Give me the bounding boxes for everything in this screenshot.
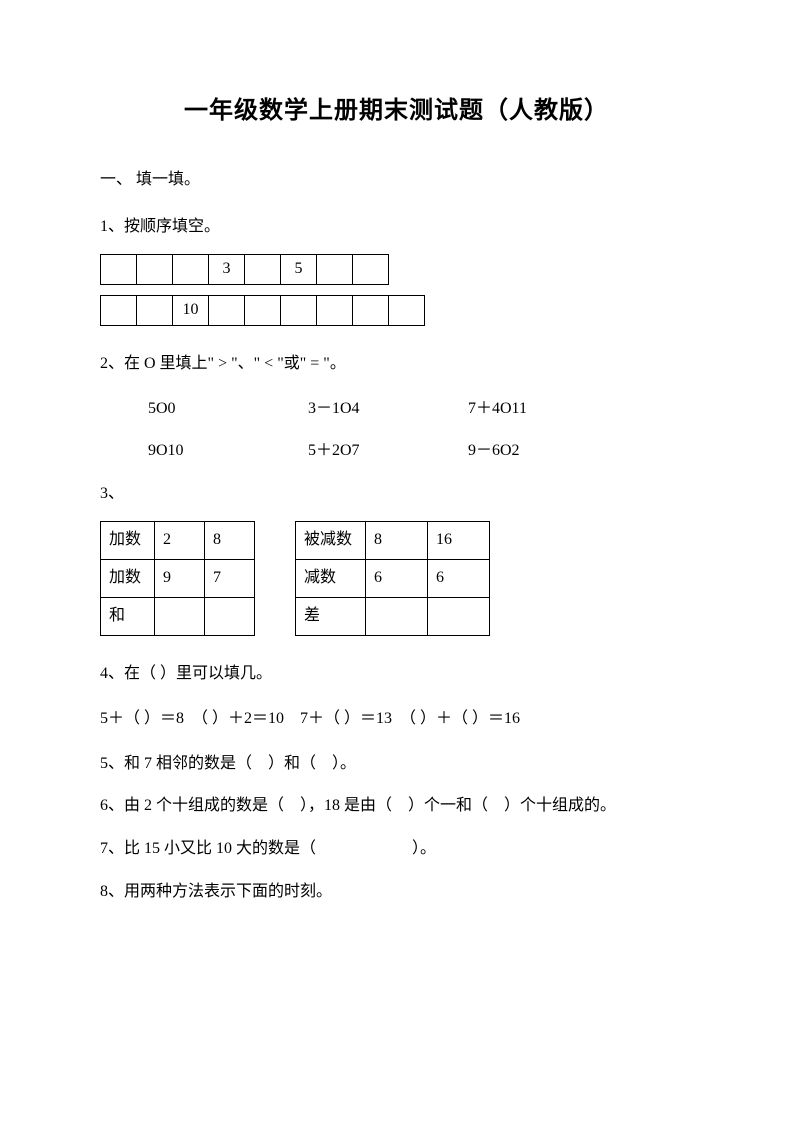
table-cell: 6 [366,559,428,597]
seq-cell [281,295,317,325]
seq-cell [353,295,389,325]
table-cell [428,597,490,635]
table-cell: 16 [428,521,490,559]
seq-cell [245,254,281,284]
table-cell: 7 [205,559,255,597]
compare-row-1: 5O0 3－1O4 7＋4O11 [148,395,693,424]
table-cell: 差 [296,597,366,635]
seq-cell: 5 [281,254,317,284]
question-5: 5、和 7 相邻的数是（ ）和（ ）。 [100,750,693,779]
question-2: 2、在 O 里填上" > "、" < "或" = "。 5O0 3－1O4 7＋… [100,350,693,466]
table-cell: 加数 [101,559,155,597]
question-1: 1、按顺序填空。 3 5 10 [100,213,693,326]
question-8: 8、用两种方法表示下面的时刻。 [100,878,693,907]
seq-cell: 10 [173,295,209,325]
question-7: 7、比 15 小又比 10 大的数是（ ）。 [100,835,693,864]
compare-item: 9O10 [148,437,308,466]
seq-cell [137,254,173,284]
seq-cell [137,295,173,325]
math-tables-container: 加数 2 8 加数 9 7 和 被减数 8 16 减数 [100,521,693,636]
seq-cell [209,295,245,325]
q3-label: 3、 [100,480,693,509]
compare-item: 5O0 [148,395,308,424]
sequence-table-2: 10 [100,295,425,326]
seq-cell: 3 [209,254,245,284]
question-4: 4、在（ ）里可以填几。 5＋（ ）＝8 （ ）＋2＝10 7＋（ ）＝13 （… [100,660,693,734]
q4-equations: 5＋（ ）＝8 （ ）＋2＝10 7＋（ ）＝13 （ ）＋（ ）＝16 [100,705,693,734]
sequence-table-1: 3 5 [100,254,389,285]
q4-label: 4、在（ ）里可以填几。 [100,660,693,689]
seq-cell [389,295,425,325]
table-cell: 2 [155,521,205,559]
table-cell: 被减数 [296,521,366,559]
seq-cell [245,295,281,325]
addition-table: 加数 2 8 加数 9 7 和 [100,521,255,636]
table-cell [366,597,428,635]
table-cell: 减数 [296,559,366,597]
table-cell: 加数 [101,521,155,559]
page-title: 一年级数学上册期末测试题（人教版） [100,90,693,125]
seq-cell [353,254,389,284]
table-cell: 9 [155,559,205,597]
compare-item: 5＋2O7 [308,437,468,466]
table-cell: 8 [366,521,428,559]
question-3: 3、 加数 2 8 加数 9 7 和 被减数 8 16 [100,480,693,636]
table-cell [155,597,205,635]
compare-item: 7＋4O11 [468,395,628,424]
subtraction-table: 被减数 8 16 减数 6 6 差 [295,521,490,636]
table-cell: 8 [205,521,255,559]
seq-cell [101,254,137,284]
question-6: 6、由 2 个十组成的数是（ ），18 是由（ ）个一和（ ）个十组成的。 [100,792,693,821]
compare-item: 9－6O2 [468,437,628,466]
seq-cell [317,295,353,325]
compare-item: 3－1O4 [308,395,468,424]
q1-label: 1、按顺序填空。 [100,213,693,242]
section-header: 一、 填一填。 [100,165,693,189]
table-cell: 和 [101,597,155,635]
compare-row-2: 9O10 5＋2O7 9－6O2 [148,437,693,466]
seq-cell [173,254,209,284]
seq-cell [317,254,353,284]
table-cell [205,597,255,635]
table-cell: 6 [428,559,490,597]
seq-cell [101,295,137,325]
q2-label: 2、在 O 里填上" > "、" < "或" = "。 [100,350,693,379]
